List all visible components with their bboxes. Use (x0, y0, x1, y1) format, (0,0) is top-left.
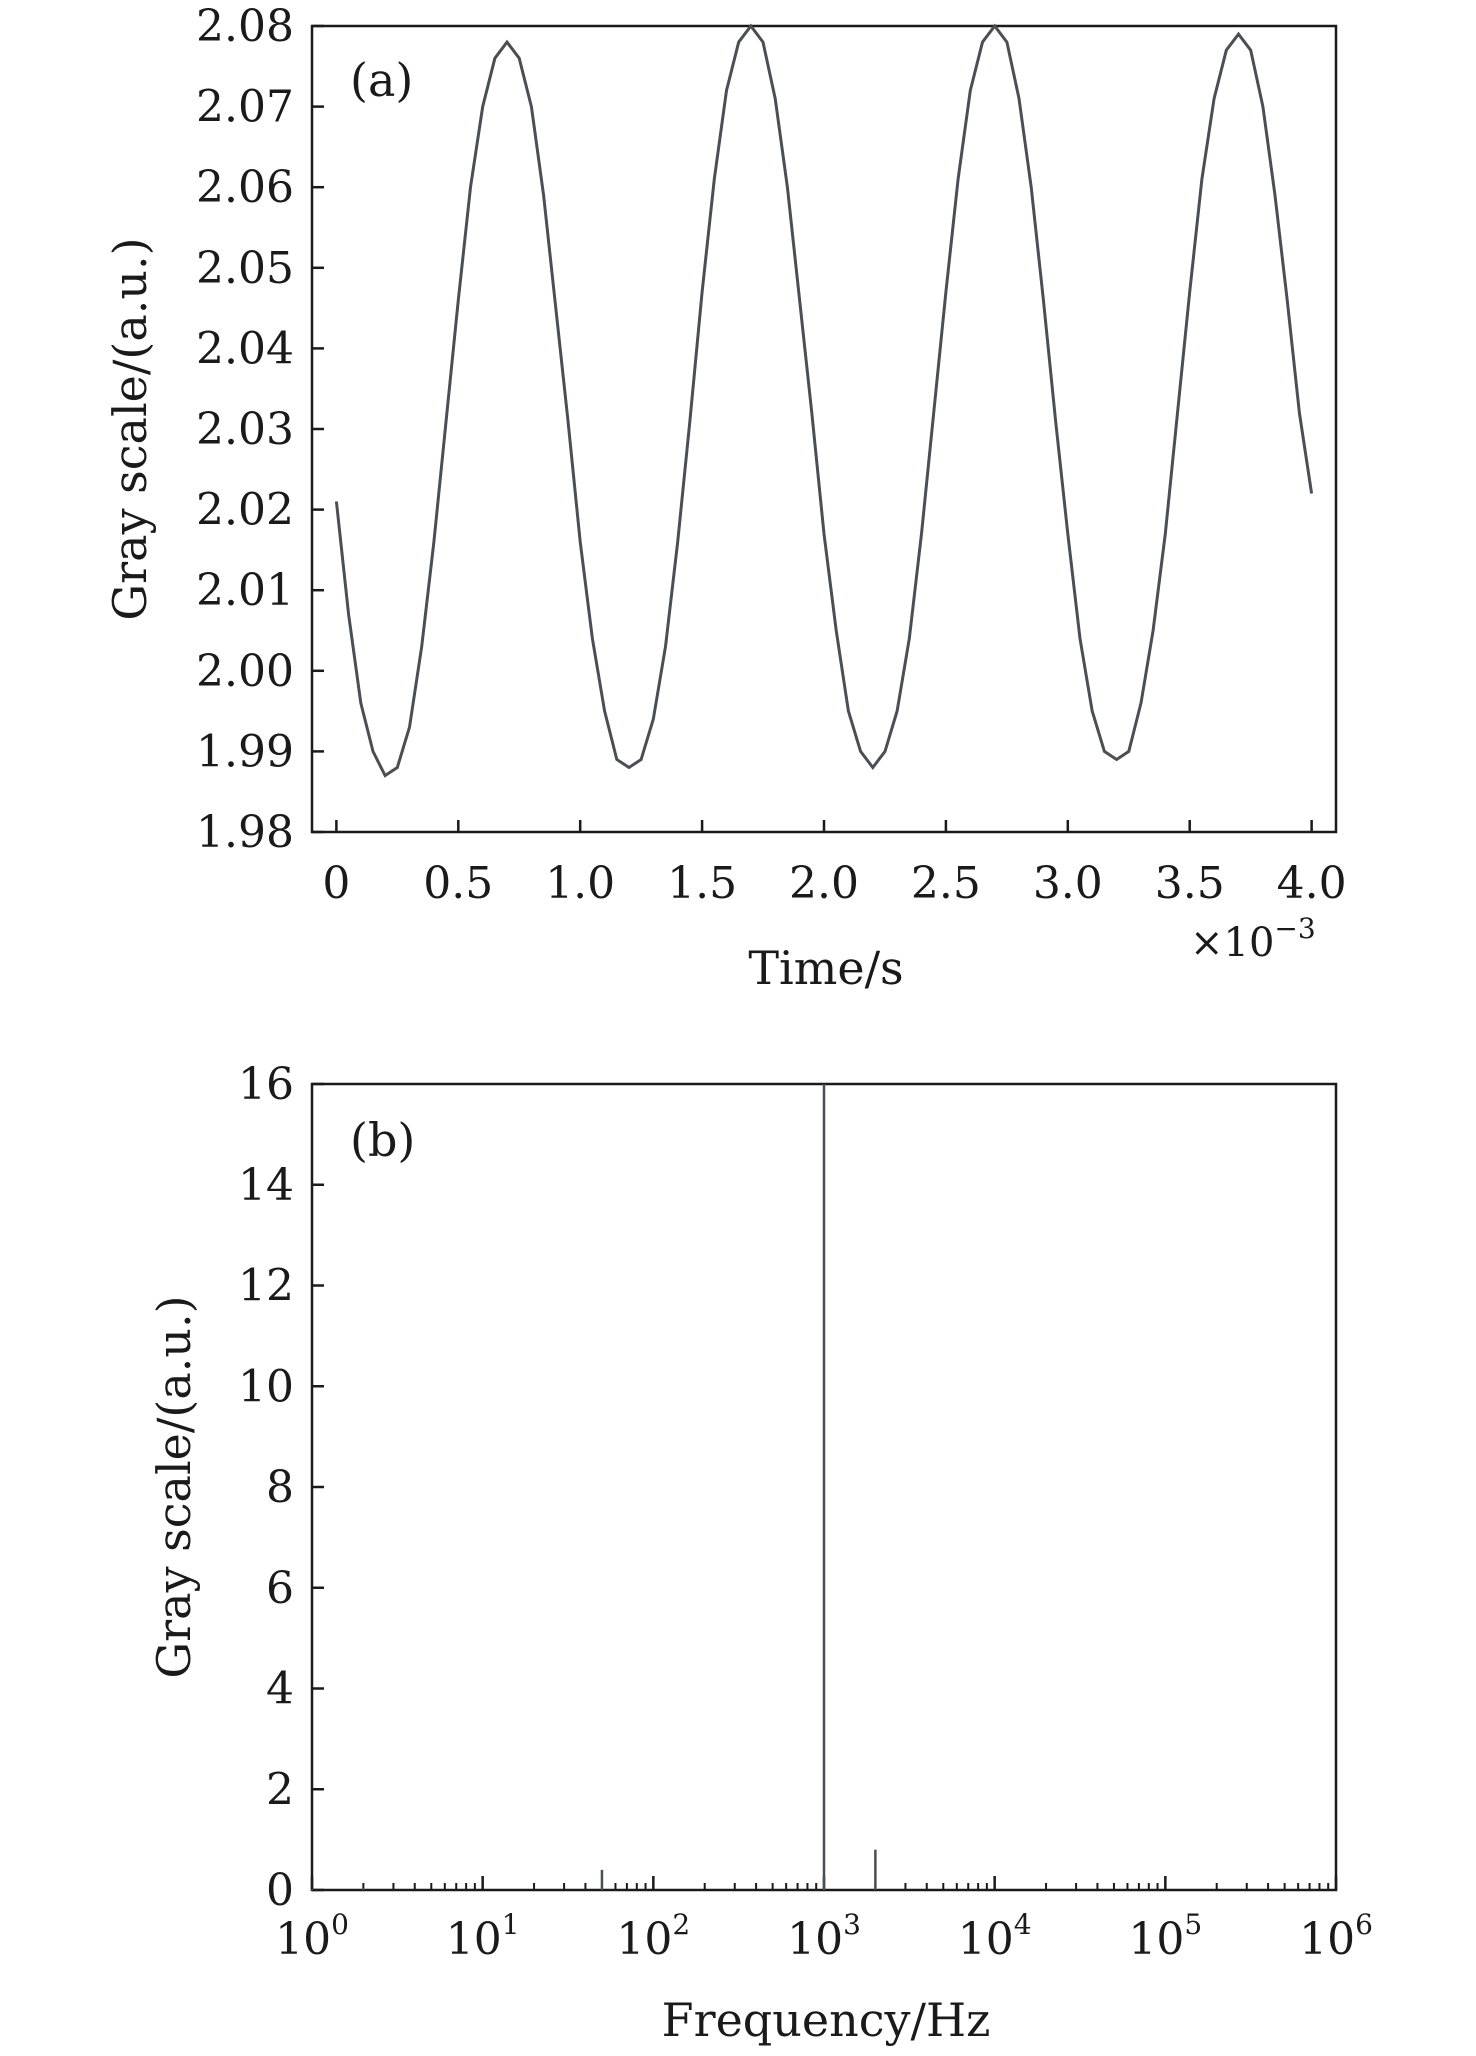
x-tick-label-a: 4.0 (1277, 858, 1347, 909)
x-tick-labels-b: 100 101 102 103 104 105 106 (275, 1908, 1373, 1965)
y-tick-label-a: 1.98 (196, 807, 294, 858)
y-tick-label-a: 2.06 (196, 162, 294, 213)
y-tick-label-b: 6 (266, 1563, 294, 1614)
y-tick-label-a: 1.99 (196, 726, 294, 777)
panel-label-a: (a) (350, 53, 413, 107)
x-tick-label-b: 102 (616, 1908, 690, 1965)
spectrum-peaks (310, 1084, 877, 1890)
x-axis-label-a: Time/s (748, 941, 903, 995)
x-tick-labels-a: 0 0.5 1.0 1.5 2.0 2.5 3.0 3.5 4.0 (322, 858, 1346, 909)
y-tick-label-b: 2 (266, 1764, 294, 1815)
x-tick-label-a: 0.5 (423, 858, 493, 909)
y-tick-label-b: 16 (238, 1059, 294, 1110)
y-tick-label-a: 2.00 (196, 646, 294, 697)
x-tick-label-a: 3.0 (1033, 858, 1103, 909)
x-tick-label-b: 104 (958, 1908, 1032, 1965)
x-axis-label-b: Frequency/Hz (662, 1993, 991, 2047)
exponent-power: −3 (1274, 912, 1315, 945)
y-tick-label-b: 4 (266, 1664, 294, 1715)
y-tick-label-a: 2.03 (196, 404, 294, 455)
x-tick-label-a: 2.5 (911, 858, 981, 909)
y-tick-label-b: 14 (238, 1160, 294, 1211)
x-tick-label-a: 3.5 (1155, 858, 1225, 909)
y-tick-label-a: 2.04 (196, 323, 294, 374)
y-tick-label-b: 8 (266, 1462, 294, 1513)
y-tick-label-b: 10 (238, 1361, 294, 1412)
x-tick-label-b: 105 (1128, 1908, 1202, 1965)
y-tick-labels-b: 0 2 4 6 8 10 12 14 16 (238, 1059, 294, 1916)
y-tick-labels-a: 1.98 1.99 2.00 2.01 2.02 2.03 2.04 2.05 2.06 2.07… (196, 1, 294, 858)
x-tick-label-b: 103 (787, 1908, 861, 1965)
panel-label-b: (b) (350, 1113, 415, 1167)
tick-marks-b (310, 1082, 1338, 1892)
x-tick-label-a: 0 (322, 858, 350, 909)
x-tick-label-b: 101 (446, 1908, 520, 1965)
y-tick-label-a: 2.02 (196, 485, 294, 536)
y-tick-label-a: 2.08 (196, 1, 294, 52)
y-tick-label-a: 2.01 (196, 565, 294, 616)
x-tick-label-a: 2.0 (789, 858, 859, 909)
x-tick-label-b: 100 (275, 1908, 349, 1965)
tick-marks-a (312, 24, 1313, 834)
y-tick-label-b: 12 (238, 1261, 294, 1312)
exponent-base: ×10 (1190, 920, 1274, 966)
plot-frame-a (310, 24, 1338, 834)
panel-a-time-series: 0 0.5 1.0 1.5 2.0 2.5 3.0 3.5 4.0 1.98 1.99 2.00 2.… (103, 1, 1347, 995)
y-axis-label-a: Gray scale/(a.u.) (103, 237, 157, 620)
gray-scale-series-line (334, 23, 1314, 778)
x-tick-label-a: 1.0 (545, 858, 615, 909)
x-tick-label-a: 1.5 (667, 858, 737, 909)
y-tick-label-a: 2.05 (196, 243, 294, 294)
y-tick-label-a: 2.07 (196, 82, 294, 133)
y-axis-label-b: Gray scale/(a.u.) (147, 1295, 201, 1678)
x-axis-exponent-a: ×10−3 (1190, 912, 1316, 966)
x-tick-label-b: 106 (1299, 1908, 1373, 1965)
y-tick-label-b: 0 (266, 1865, 294, 1916)
